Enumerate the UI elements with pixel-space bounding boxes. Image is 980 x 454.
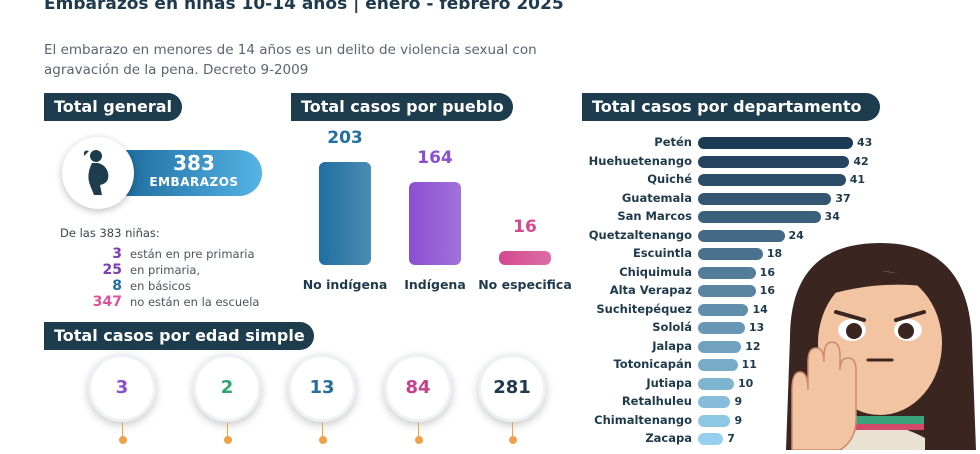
dept-bar	[698, 211, 821, 223]
dept-bar	[698, 414, 731, 427]
dept-bar	[698, 285, 756, 297]
dept-value: 10	[738, 376, 754, 390]
age-stem	[322, 422, 323, 436]
dept-bar	[698, 377, 735, 390]
total-pill: 383 EMBARAZOS	[126, 150, 262, 196]
description: El embarazo en menores de 14 años es un …	[44, 42, 537, 78]
dept-label: Jalapa	[652, 338, 692, 353]
pregnant-girl-icon	[62, 137, 134, 209]
dept-value: 24	[788, 228, 804, 242]
dept-value: 16	[759, 284, 775, 297]
breakdown-number: 8	[112, 278, 122, 294]
age-stem	[418, 422, 419, 436]
dept-label: Chimaltenango	[594, 412, 692, 427]
breakdown-number: 347	[92, 294, 122, 310]
dept-label: Quiché	[647, 172, 692, 186]
girl-stop-illustration	[780, 238, 980, 451]
pueblo-bar	[499, 251, 551, 265]
age-circle: 281	[478, 354, 546, 422]
dept-label: Suchitepéquez	[596, 301, 692, 316]
dept-bar	[698, 359, 738, 371]
dept-value: 9	[734, 395, 743, 408]
dept-label: Escuintla	[632, 246, 692, 260]
dept-label: Sololá	[652, 320, 692, 334]
dept-bar	[698, 155, 850, 168]
breakdown-number: 3	[112, 246, 122, 262]
dept-value: 13	[748, 321, 765, 334]
dept-bar	[698, 303, 749, 316]
breakdown-intro: De las 383 niñas:	[60, 226, 160, 240]
dept-label: Huehuetenango	[588, 153, 692, 168]
age-stem	[122, 422, 123, 436]
dept-bar	[698, 433, 724, 445]
age-dot	[509, 436, 517, 444]
breakdown-row: 347 no están en la escuela	[72, 294, 260, 310]
dept-value: 37	[835, 191, 851, 205]
banner-total-general: Total general	[44, 93, 182, 121]
dept-bar	[698, 229, 785, 242]
dept-label: Zacapa	[645, 431, 692, 445]
age-dot	[319, 436, 327, 444]
dept-bar	[698, 174, 846, 186]
dept-value: 9	[734, 413, 743, 427]
banner-edad: Total casos por edad simple	[44, 322, 314, 350]
banner-pueblo: Total casos por pueblo	[291, 93, 513, 121]
dept-label: Jutiapa	[646, 375, 692, 390]
dept-label: Chiquimula	[619, 264, 692, 279]
age-stem	[512, 422, 513, 436]
dept-value: 41	[849, 173, 866, 186]
pueblo-label: No indígena	[302, 277, 388, 292]
dept-value: 42	[853, 154, 869, 168]
dept-value: 7	[727, 432, 735, 445]
age-circle: 84	[384, 354, 452, 422]
dept-label: Quetzaltenango	[588, 227, 692, 242]
pueblo-value: 203	[327, 128, 363, 148]
pueblo-value: 16	[513, 217, 537, 237]
dept-label: Alta Verapaz	[609, 283, 692, 297]
dept-label: San Marcos	[617, 209, 692, 223]
pueblo-value: 164	[417, 147, 453, 168]
breakdown-label: no están en la escuela	[130, 295, 260, 309]
dept-value: 16	[759, 265, 775, 279]
dept-value: 34	[824, 210, 840, 223]
dept-value: 12	[745, 339, 761, 353]
dept-label: Retalhuleu	[621, 394, 692, 408]
breakdown-number: 25	[102, 262, 122, 278]
pueblo-label: No especifica	[478, 277, 572, 292]
dept-bar	[698, 192, 832, 205]
banner-departamento: Total casos por departamento	[582, 93, 880, 121]
pueblo-bar	[409, 181, 461, 265]
pueblo-bar	[319, 162, 371, 265]
page-title: Embarazos en niñas 10-14 años | enero - …	[44, 0, 564, 14]
age-circle: 2	[193, 354, 261, 422]
pueblo-label: Indígena	[404, 277, 466, 292]
age-dot	[415, 436, 423, 444]
dept-value: 18	[766, 247, 783, 260]
age-dot	[119, 436, 127, 444]
dept-label: Totonicapán	[613, 357, 692, 371]
dept-label: Petén	[654, 135, 692, 149]
dept-value: 11	[741, 358, 757, 371]
age-dot	[224, 436, 232, 444]
dept-label: Guatemala	[621, 190, 692, 205]
total-unit: EMBARAZOS	[149, 175, 239, 189]
breakdown-label: en básicos	[130, 279, 191, 293]
age-stem	[227, 422, 228, 436]
total-value: 383	[173, 151, 215, 175]
breakdown-row: 8 en básicos	[72, 278, 191, 294]
age-circle: 13	[288, 354, 356, 422]
dept-bar	[698, 340, 742, 353]
dept-bar	[698, 322, 745, 334]
breakdown-label: están en pre primaria	[130, 247, 255, 261]
breakdown-row: 25 en primaria,	[72, 262, 201, 278]
dept-bar	[698, 248, 763, 260]
breakdown-row: 3 están en pre primaria	[72, 246, 255, 262]
dept-bar	[698, 266, 756, 279]
dept-bar	[698, 137, 853, 149]
age-circle: 3	[88, 354, 156, 422]
dept-value: 43	[857, 136, 873, 149]
breakdown-label: en primaria,	[130, 263, 201, 277]
dept-bar	[698, 396, 731, 408]
dept-value: 14	[752, 302, 768, 316]
